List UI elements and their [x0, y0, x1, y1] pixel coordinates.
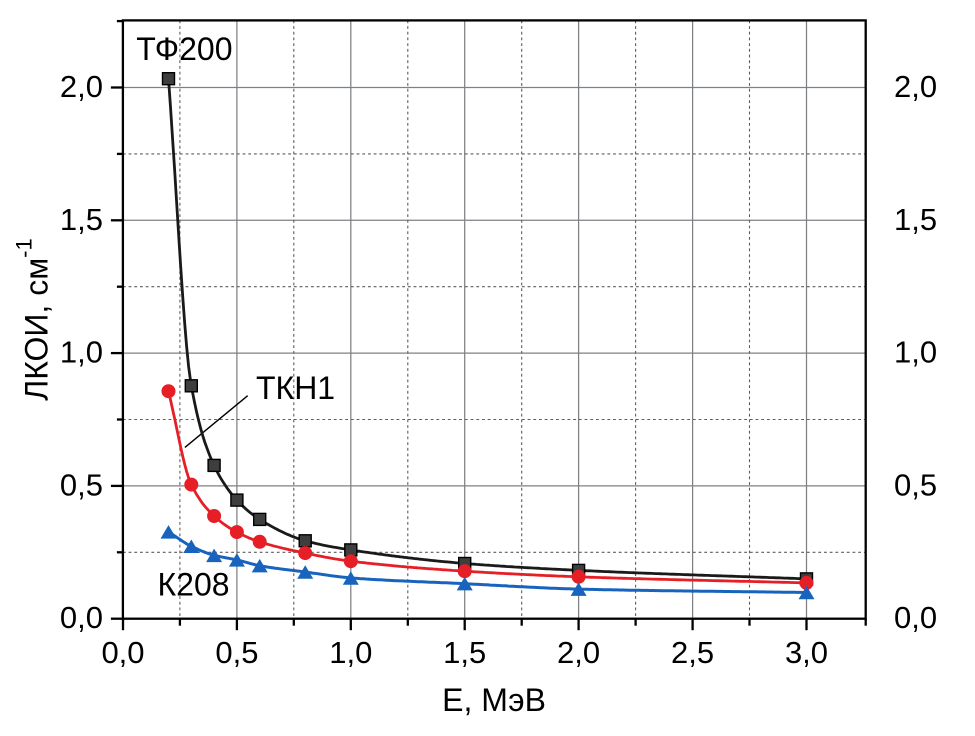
svg-text:0,0: 0,0 [60, 600, 103, 635]
svg-text:К208: К208 [158, 567, 230, 603]
svg-text:3,0: 3,0 [785, 635, 828, 670]
svg-text:1,0: 1,0 [894, 335, 937, 370]
svg-text:1,0: 1,0 [329, 635, 372, 670]
svg-text:ТКН1: ТКН1 [256, 370, 335, 406]
svg-text:Е, МэВ: Е, МэВ [442, 682, 546, 718]
svg-text:0,5: 0,5 [894, 467, 937, 502]
svg-text:2,5: 2,5 [671, 635, 714, 670]
svg-text:ТФ200: ТФ200 [136, 31, 232, 67]
svg-text:1,5: 1,5 [443, 635, 486, 670]
svg-text:1,0: 1,0 [60, 335, 103, 370]
svg-text:2,0: 2,0 [894, 69, 937, 104]
svg-text:0,0: 0,0 [894, 600, 937, 635]
svg-text:2,0: 2,0 [60, 69, 103, 104]
svg-text:1,5: 1,5 [60, 202, 103, 237]
svg-text:0,0: 0,0 [101, 635, 144, 670]
svg-text:1,5: 1,5 [894, 202, 937, 237]
svg-text:ЛКОИ, см-1: ЛКОИ, см-1 [12, 238, 55, 401]
svg-text:0,5: 0,5 [60, 467, 103, 502]
svg-text:2,0: 2,0 [557, 635, 600, 670]
svg-text:0,5: 0,5 [215, 635, 258, 670]
